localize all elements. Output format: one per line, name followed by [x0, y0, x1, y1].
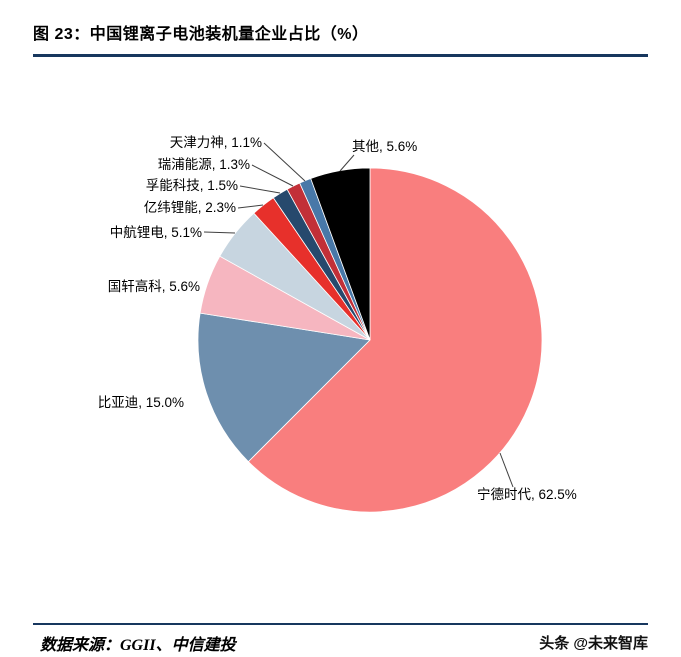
slice-label-4: 中航锂电, 5.1%	[110, 225, 202, 240]
pie-chart: 宁德时代, 62.5% 比亚迪, 15.0% 国轩高科, 5.6% 中航锂电, 5.1…	[98, 135, 577, 513]
leader-line-7	[251, 164, 294, 187]
slice-label-7: 瑞浦能源, 1.3%	[158, 157, 250, 172]
leader-line-5	[237, 204, 264, 209]
slice-label-1: 宁德时代, 62.5%	[477, 486, 577, 502]
title-divider	[33, 54, 648, 57]
figure-title: 图 23：中国锂离子电池装机量企业占比（%）	[33, 26, 369, 43]
slice-label-8: 天津力神, 1.1%	[170, 135, 262, 150]
slice-label-6: 孚能科技, 1.5%	[146, 178, 238, 193]
watermark: 头条 @未来智库	[539, 635, 648, 652]
leader-line-8	[263, 142, 306, 182]
slice-label-9: 其他, 5.6%	[352, 139, 417, 154]
slice-label-5: 亿纬锂能, 2.3%	[144, 200, 236, 215]
pie-slice-1	[247, 167, 543, 513]
slice-label-2: 比亚迪, 15.0%	[98, 395, 184, 410]
leader-line-9	[339, 154, 355, 172]
leader-line-6	[239, 185, 281, 194]
leader-line-4	[203, 231, 236, 234]
leader-line-1	[499, 452, 514, 488]
pie-slice-2	[197, 312, 371, 463]
slice-label-3: 国轩高科, 5.6%	[108, 278, 200, 294]
data-source: 数据来源：GGII、中信建投	[40, 637, 236, 654]
footer-divider	[33, 623, 648, 625]
